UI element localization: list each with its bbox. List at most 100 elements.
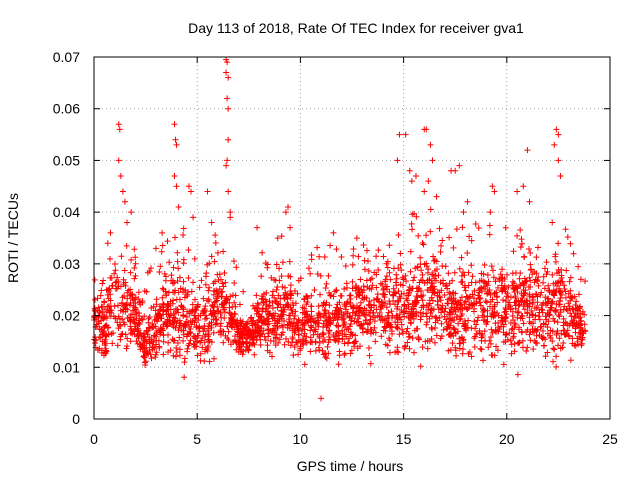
data-point: [222, 332, 229, 339]
data-point: [100, 315, 107, 322]
data-point: [552, 251, 559, 258]
data-point: [99, 280, 106, 287]
data-point: [561, 282, 568, 289]
data-point: [279, 283, 286, 290]
data-point: [388, 308, 395, 315]
data-point: [112, 267, 119, 274]
data-point: [393, 271, 400, 278]
data-point: [491, 290, 498, 297]
data-point: [176, 296, 183, 303]
data-point: [421, 188, 428, 195]
chart-title: Day 113 of 2018, Rate Of TEC Index for r…: [188, 20, 524, 36]
data-point: [429, 289, 436, 296]
data-point: [213, 316, 220, 323]
data-point: [331, 288, 338, 295]
data-point: [318, 395, 325, 402]
data-point: [508, 350, 515, 357]
data-point: [295, 317, 302, 324]
data-point: [481, 328, 488, 335]
data-point: [335, 323, 342, 330]
data-point: [238, 346, 245, 353]
data-point: [291, 343, 298, 350]
data-point: [502, 224, 509, 231]
data-point: [546, 307, 553, 314]
data-point: [160, 332, 167, 339]
data-point: [204, 261, 211, 268]
data-point: [428, 324, 435, 331]
data-point: [341, 319, 348, 326]
data-point: [181, 322, 188, 329]
data-point: [146, 268, 153, 275]
data-point: [529, 301, 536, 308]
data-point: [350, 304, 357, 311]
data-point: [419, 271, 426, 278]
data-point: [513, 284, 520, 291]
data-point: [201, 307, 208, 314]
data-point: [270, 312, 277, 319]
data-point: [185, 288, 192, 295]
data-point: [363, 247, 370, 254]
data-point: [555, 342, 562, 349]
data-point: [333, 287, 340, 294]
data-point: [130, 302, 137, 309]
data-point: [324, 343, 331, 350]
data-point: [124, 343, 131, 350]
data-point: [520, 320, 527, 327]
data-point: [212, 232, 219, 239]
data-point: [572, 301, 579, 308]
data-point: [159, 242, 166, 249]
data-point: [378, 333, 385, 340]
data-point: [533, 254, 540, 261]
data-point: [567, 274, 574, 281]
x-axis-label: GPS time / hours: [297, 458, 404, 474]
data-point: [351, 340, 358, 347]
data-point: [350, 305, 357, 312]
data-point: [389, 330, 396, 337]
data-point: [518, 312, 525, 319]
data-point: [258, 295, 265, 302]
data-point: [439, 237, 446, 244]
data-point: [555, 240, 562, 247]
data-point: [111, 260, 118, 267]
data-point: [353, 235, 360, 242]
data-point: [371, 297, 378, 304]
data-point: [575, 263, 582, 270]
data-point: [176, 346, 183, 353]
data-point: [405, 301, 412, 308]
data-point: [173, 141, 180, 148]
data-point: [424, 319, 431, 326]
data-point: [530, 312, 537, 319]
data-point: [508, 326, 515, 333]
data-point: [195, 301, 202, 308]
data-point: [413, 299, 420, 306]
data-point: [466, 294, 473, 301]
data-point: [165, 302, 172, 309]
data-point: [465, 317, 472, 324]
data-point: [570, 306, 577, 313]
data-point: [301, 330, 308, 337]
data-point: [517, 227, 524, 234]
data-point: [198, 337, 205, 344]
data-point: [177, 285, 184, 292]
data-point: [170, 352, 177, 359]
data-point: [315, 303, 322, 310]
data-point: [210, 355, 217, 362]
data-point: [153, 301, 160, 308]
data-point: [252, 321, 259, 328]
data-point: [479, 333, 486, 340]
data-point: [229, 317, 236, 324]
data-point: [106, 287, 113, 294]
data-point: [456, 345, 463, 352]
data-point: [131, 325, 138, 332]
data-point: [105, 324, 112, 331]
data-point: [268, 312, 275, 319]
data-point: [441, 308, 448, 315]
data-point: [184, 345, 191, 352]
data-point: [272, 277, 279, 284]
data-point: [460, 269, 467, 276]
data-point: [274, 300, 281, 307]
data-point: [555, 131, 562, 138]
data-point: [417, 316, 424, 323]
data-point: [405, 290, 412, 297]
data-point: [408, 178, 415, 185]
